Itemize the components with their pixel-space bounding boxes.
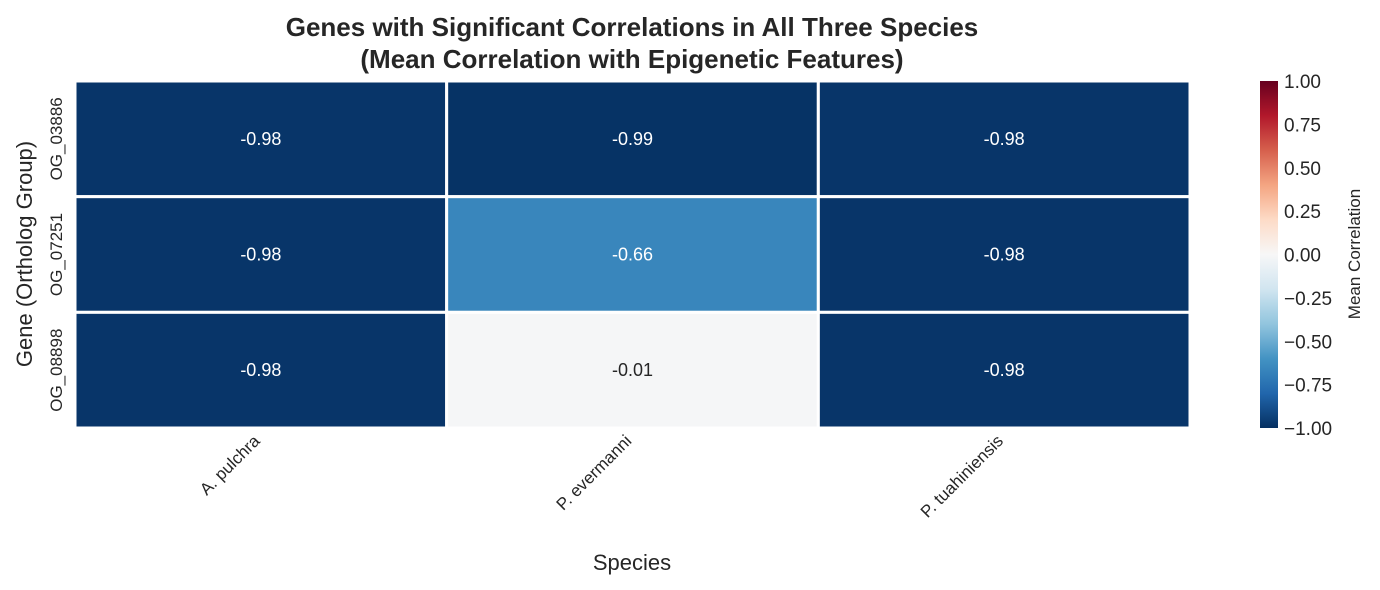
colorbar-tick-label: 0.75 xyxy=(1284,115,1321,136)
y-axis-label: Gene (Ortholog Group) xyxy=(12,141,37,367)
colorbar-tick-label: −0.25 xyxy=(1284,289,1332,310)
colorbar-tick-label: 0.50 xyxy=(1284,159,1321,180)
heatmap-cell xyxy=(816,79,1192,199)
cell-value-label: -0.98 xyxy=(240,129,281,149)
x-axis-label: Species xyxy=(593,550,671,575)
x-tick-label: P. evermanni xyxy=(553,431,636,514)
cell-value-label: -0.98 xyxy=(240,245,281,265)
x-tick-label: A. pulchra xyxy=(196,431,264,499)
chart-title: Genes with Significant Correlations in A… xyxy=(286,12,979,42)
y-tick-label: OG_07251 xyxy=(47,213,66,296)
colorbar-tick-label: −1.00 xyxy=(1284,419,1332,440)
cell-value-label: -0.99 xyxy=(612,129,653,149)
y-tick-label: OG_03886 xyxy=(47,97,66,180)
x-tick-label: P. tuahiniensis xyxy=(917,431,1007,521)
colorbar xyxy=(1260,81,1278,428)
heatmap-cells: -0.98 -0.99 -0.98 -0.98 -0.66 -0.98 -0.98 -0.01… xyxy=(73,79,1192,430)
cell-value-label: -0.98 xyxy=(984,129,1025,149)
chart-subtitle: (Mean Correlation with Epigenetic Featur… xyxy=(360,44,903,74)
cell-value-label: -0.66 xyxy=(612,245,653,265)
heatmap-cell xyxy=(816,195,1192,314)
x-tick-labels: A. pulchra P. evermanni P. tuahiniensis xyxy=(196,431,1007,521)
cell-value-label: -0.98 xyxy=(984,245,1025,265)
colorbar-tick-label: −0.50 xyxy=(1284,332,1332,353)
heatmap-cell xyxy=(816,310,1192,430)
cell-value-label: -0.01 xyxy=(612,360,653,380)
colorbar-tick-label: −0.75 xyxy=(1284,376,1332,397)
colorbar-tick-label: 0.00 xyxy=(1284,246,1321,267)
colorbar-ticks: 1.00 0.75 0.50 0.25 0.00 −0.25 −0.50 −0.75 −1.00 xyxy=(1284,72,1332,440)
y-tick-labels: OG_03886 OG_07251 OG_08898 xyxy=(47,97,66,412)
heatmap-cell xyxy=(445,79,820,199)
heatmap-cell xyxy=(73,79,449,199)
heatmap-cell xyxy=(445,310,820,430)
cell-value-label: -0.98 xyxy=(984,360,1025,380)
y-tick-label: OG_08898 xyxy=(47,329,66,412)
colorbar-tick-label: 1.00 xyxy=(1284,72,1321,93)
heatmap-cell xyxy=(73,310,449,430)
cell-value-label: -0.98 xyxy=(240,360,281,380)
colorbar-tick-label: 0.25 xyxy=(1284,202,1321,223)
colorbar-label: Mean Correlation xyxy=(1345,189,1364,319)
